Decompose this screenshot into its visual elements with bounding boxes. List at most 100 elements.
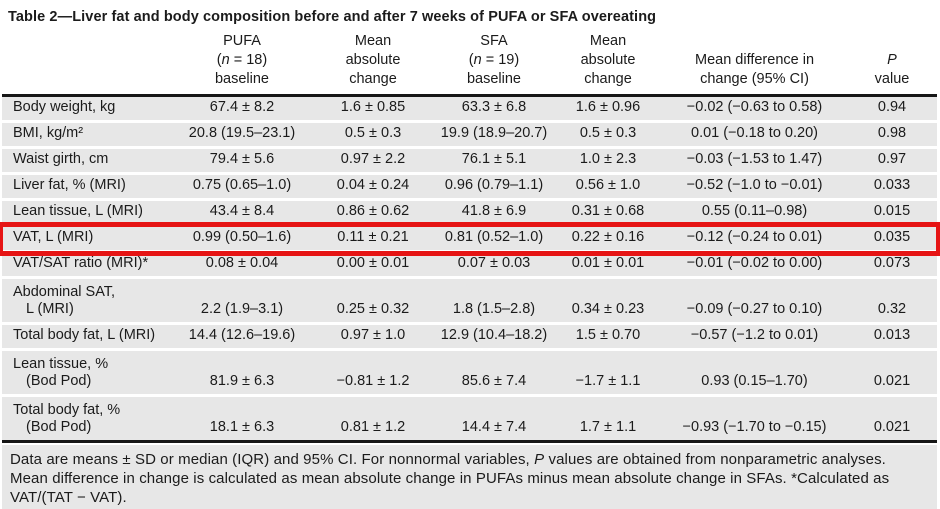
cell-mean-difference: −0.02 (−0.63 to 0.58) bbox=[686, 99, 823, 115]
cell-pufa-baseline: 20.8 (19.5–23.1) bbox=[188, 125, 296, 141]
cell-pufa-baseline: 67.4 ± 8.2 bbox=[209, 99, 275, 115]
cell-p-value: 0.32 bbox=[877, 301, 907, 317]
cell-mean-difference: −0.09 (−0.27 to 0.10) bbox=[686, 301, 823, 317]
table-footnote: Data are means ± SD or median (IQR) and … bbox=[2, 445, 937, 509]
table-row: Abdominal SAT, L (MRI) 2.2 (1.9–3.1) 0.25 ±… bbox=[2, 277, 937, 324]
cell-mean-difference: −0.12 (−0.24 to 0.01) bbox=[686, 229, 823, 245]
table-header: PUFA (n = 18) baseline Mean absolute change … bbox=[2, 32, 937, 96]
table-row: VAT/SAT ratio (MRI)* 0.08 ± 0.04 0.00 ± 0.… bbox=[2, 251, 937, 278]
table-row: Total body fat, % (Bod Pod) 18.1 ± 6.3 0.81… bbox=[2, 395, 937, 442]
table-row: Lean tissue, % (Bod Pod) 81.9 ± 6.3 −0.81 ±… bbox=[2, 349, 937, 396]
table-body: Body weight, kg 67.4 ± 8.2 1.6 ± 0.85 63.3 … bbox=[0, 95, 940, 442]
cell-mean-difference: 0.93 (0.15–1.70) bbox=[701, 373, 808, 389]
cell-sfa-mean-change: 1.0 ± 2.3 bbox=[579, 151, 637, 167]
cell-sfa-baseline: 85.6 ± 7.4 bbox=[461, 373, 527, 389]
cell-p-value: 0.97 bbox=[877, 151, 907, 167]
cell-pufa-baseline: 0.75 (0.65–1.0) bbox=[192, 177, 292, 193]
cell-pufa-baseline: 43.4 ± 8.4 bbox=[209, 203, 275, 219]
cell-pufa-mean-change: 0.11 ± 0.21 bbox=[337, 229, 409, 245]
cell-p-value: 0.035 bbox=[873, 229, 911, 245]
cell-pufa-mean-change: 1.6 ± 0.85 bbox=[340, 99, 406, 115]
cell-p-value: 0.94 bbox=[877, 99, 907, 115]
cell-sfa-baseline: 1.8 (1.5–2.8) bbox=[452, 301, 536, 317]
cell-sfa-mean-change: 0.31 ± 0.68 bbox=[571, 203, 645, 219]
cell-pufa-mean-change: 0.5 ± 0.3 bbox=[344, 125, 402, 141]
row-label: Total body fat, % (Bod Pod) bbox=[13, 402, 121, 435]
cell-pufa-mean-change: 0.97 ± 2.2 bbox=[340, 151, 406, 167]
table-row: Total body fat, L (MRI) 14.4 (12.6–19.6) 0… bbox=[2, 323, 937, 350]
header-row: PUFA (n = 18) baseline Mean absolute change … bbox=[2, 32, 937, 96]
cell-pufa-baseline: 81.9 ± 6.3 bbox=[209, 373, 275, 389]
cell-p-value: 0.98 bbox=[877, 125, 907, 141]
cell-p-value: 0.021 bbox=[873, 419, 911, 435]
cell-pufa-baseline: 2.2 (1.9–3.1) bbox=[200, 301, 284, 317]
row-label: Abdominal SAT, L (MRI) bbox=[13, 284, 116, 317]
cell-mean-difference: −0.01 (−0.02 to 0.00) bbox=[686, 255, 823, 271]
col-header-measure bbox=[2, 32, 172, 96]
col-header-sfa-mean-change: Mean absolute change bbox=[580, 33, 636, 87]
table-row-vat-highlighted: VAT, L (MRI) 0.99 (0.50–1.6) 0.11 ± 0.21 0.… bbox=[0, 221, 940, 256]
cell-pufa-mean-change: 0.86 ± 0.62 bbox=[336, 203, 410, 219]
cell-sfa-baseline: 14.4 ± 7.4 bbox=[461, 419, 527, 435]
cell-mean-difference: 0.55 (0.11–0.98) bbox=[701, 203, 808, 219]
cell-pufa-mean-change: 0.04 ± 0.24 bbox=[336, 177, 410, 193]
cell-mean-difference: −0.03 (−1.53 to 1.47) bbox=[686, 151, 823, 167]
cell-pufa-mean-change: −0.81 ± 1.2 bbox=[336, 373, 410, 389]
cell-p-value: 0.073 bbox=[873, 255, 911, 271]
table-title: Table 2—Liver fat and body composition b… bbox=[8, 9, 657, 25]
cell-sfa-mean-change: 1.7 ± 1.1 bbox=[579, 419, 637, 435]
cell-pufa-mean-change: 0.81 ± 1.2 bbox=[340, 419, 406, 435]
cell-pufa-mean-change: 0.00 ± 0.01 bbox=[336, 255, 410, 271]
cell-p-value: 0.015 bbox=[873, 203, 911, 219]
row-label: Lean tissue, L (MRI) bbox=[13, 203, 144, 219]
cell-p-value: 0.013 bbox=[873, 327, 911, 343]
cell-p-value: 0.033 bbox=[873, 177, 911, 193]
col-header-mean-difference: Mean difference in change (95% CI) bbox=[694, 52, 815, 87]
cell-pufa-mean-change: 0.97 ± 1.0 bbox=[340, 327, 406, 343]
cell-sfa-baseline: 19.9 (18.9–20.7) bbox=[440, 125, 548, 141]
cell-mean-difference: −0.93 (−1.70 to −0.15) bbox=[682, 419, 827, 435]
cell-sfa-baseline: 0.81 (0.52–1.0) bbox=[444, 229, 544, 245]
cell-pufa-baseline: 0.99 (0.50–1.6) bbox=[192, 229, 292, 245]
cell-sfa-mean-change: −1.7 ± 1.1 bbox=[575, 373, 641, 389]
cell-sfa-mean-change: 0.01 ± 0.01 bbox=[571, 255, 645, 271]
cell-mean-difference: −0.57 (−1.2 to 0.01) bbox=[690, 327, 819, 343]
row-label: Lean tissue, % (Bod Pod) bbox=[13, 356, 109, 389]
row-label: Liver fat, % (MRI) bbox=[13, 177, 126, 193]
data-table: PUFA (n = 18) baseline Mean absolute change … bbox=[0, 32, 940, 443]
cell-sfa-mean-change: 1.6 ± 0.96 bbox=[575, 99, 641, 115]
cell-sfa-baseline: 0.96 (0.79–1.1) bbox=[444, 177, 544, 193]
row-label: Total body fat, L (MRI) bbox=[13, 327, 156, 343]
cell-mean-difference: −0.52 (−1.0 to −0.01) bbox=[686, 177, 823, 193]
table-row: Lean tissue, L (MRI) 43.4 ± 8.4 0.86 ± 0.6… bbox=[2, 199, 937, 226]
cell-pufa-baseline: 18.1 ± 6.3 bbox=[209, 419, 275, 435]
cell-sfa-baseline: 63.3 ± 6.8 bbox=[461, 99, 527, 115]
row-label: Waist girth, cm bbox=[13, 151, 109, 167]
cell-sfa-mean-change: 0.34 ± 0.23 bbox=[571, 301, 645, 317]
row-label: BMI, kg/m² bbox=[13, 125, 84, 141]
row-label: Body weight, kg bbox=[13, 99, 116, 115]
cell-p-value: 0.021 bbox=[873, 373, 911, 389]
table-row: BMI, kg/m² 20.8 (19.5–23.1) 0.5 ± 0.3 19.9 … bbox=[2, 121, 937, 148]
col-header-pufa-baseline: PUFA (n = 18) baseline bbox=[214, 33, 269, 87]
cell-sfa-baseline: 41.8 ± 6.9 bbox=[461, 203, 527, 219]
cell-pufa-baseline: 0.08 ± 0.04 bbox=[205, 255, 279, 271]
cell-sfa-mean-change: 0.5 ± 0.3 bbox=[579, 125, 637, 141]
cell-mean-difference: 0.01 (−0.18 to 0.20) bbox=[691, 125, 818, 141]
table-row: Liver fat, % (MRI) 0.75 (0.65–1.0) 0.04 ± … bbox=[2, 173, 937, 200]
row-label: VAT, L (MRI) bbox=[13, 229, 94, 245]
table-row: Waist girth, cm 79.4 ± 5.6 0.97 ± 2.2 76.1 … bbox=[2, 147, 937, 174]
cell-sfa-baseline: 0.07 ± 0.03 bbox=[457, 255, 531, 271]
cell-pufa-mean-change: 0.25 ± 0.32 bbox=[336, 301, 410, 317]
cell-sfa-baseline: 76.1 ± 5.1 bbox=[461, 151, 527, 167]
table-row: Body weight, kg 67.4 ± 8.2 1.6 ± 0.85 63.3 … bbox=[2, 95, 937, 122]
col-header-sfa-baseline: SFA (n = 19) baseline bbox=[466, 33, 521, 87]
cell-sfa-mean-change: 1.5 ± 0.70 bbox=[575, 327, 641, 343]
cell-sfa-baseline: 12.9 (10.4–18.2) bbox=[440, 327, 548, 343]
cell-sfa-mean-change: 0.56 ± 1.0 bbox=[575, 177, 641, 193]
cell-sfa-mean-change: 0.22 ± 0.16 bbox=[571, 229, 645, 245]
cell-pufa-baseline: 79.4 ± 5.6 bbox=[209, 151, 275, 167]
cell-pufa-baseline: 14.4 (12.6–19.6) bbox=[188, 327, 296, 343]
